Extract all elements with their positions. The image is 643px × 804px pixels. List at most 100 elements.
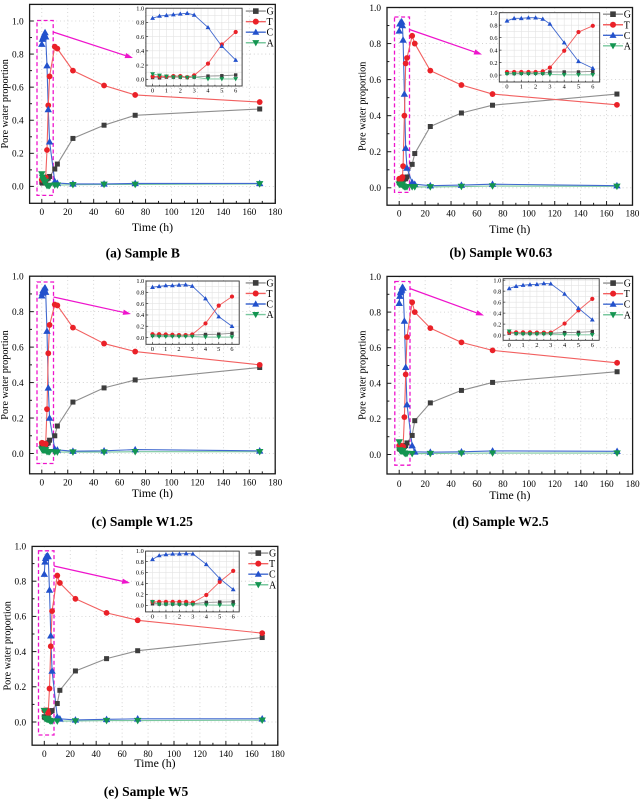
svg-text:G: G	[266, 278, 273, 289]
svg-text:1.0: 1.0	[14, 542, 26, 552]
svg-text:0.8: 0.8	[12, 50, 24, 60]
svg-text:180: 180	[271, 750, 285, 760]
svg-text:60: 60	[117, 750, 127, 760]
svg-text:0.2: 0.2	[14, 683, 26, 693]
svg-text:C: C	[624, 300, 631, 311]
svg-text:1.0: 1.0	[136, 278, 144, 285]
svg-text:80: 80	[141, 208, 151, 218]
svg-text:6: 6	[591, 342, 594, 349]
svg-text:140: 140	[216, 478, 230, 488]
svg-text:0.4: 0.4	[136, 312, 145, 319]
svg-text:1: 1	[521, 342, 524, 349]
svg-text:120: 120	[193, 750, 207, 760]
svg-text:0.0: 0.0	[12, 450, 24, 460]
svg-text:80: 80	[141, 478, 151, 488]
svg-text:A: A	[266, 310, 274, 321]
svg-text:0.2: 0.2	[136, 323, 144, 330]
svg-text:0.4: 0.4	[490, 47, 499, 54]
svg-text:160: 160	[600, 210, 614, 220]
svg-text:4: 4	[204, 346, 208, 353]
svg-text:140: 140	[219, 750, 233, 760]
svg-text:T: T	[267, 17, 273, 28]
svg-text:60: 60	[115, 208, 125, 218]
svg-text:0.4: 0.4	[369, 112, 381, 122]
svg-text:1.0: 1.0	[136, 5, 144, 12]
svg-text:0.2: 0.2	[12, 414, 24, 424]
svg-text:1: 1	[165, 88, 168, 95]
svg-text:80: 80	[143, 750, 153, 760]
svg-text:Time (h): Time (h)	[489, 222, 530, 236]
svg-text:180: 180	[626, 210, 640, 220]
svg-text:0.8: 0.8	[369, 308, 381, 318]
svg-text:Pore water proportion: Pore water proportion	[3, 601, 14, 690]
svg-text:140: 140	[574, 210, 588, 220]
svg-text:60: 60	[472, 480, 482, 490]
svg-text:0.2: 0.2	[369, 415, 381, 425]
svg-text:0.0: 0.0	[369, 451, 381, 461]
svg-text:0.2: 0.2	[493, 321, 501, 328]
svg-text:G: G	[267, 7, 274, 18]
svg-text:0: 0	[39, 208, 44, 218]
svg-text:4: 4	[563, 342, 567, 349]
svg-text:Time (h): Time (h)	[134, 756, 175, 770]
svg-text:0.0: 0.0	[12, 183, 24, 193]
svg-text:5: 5	[217, 346, 220, 353]
svg-text:160: 160	[242, 208, 256, 218]
svg-text:1.0: 1.0	[369, 4, 381, 14]
svg-text:(b) Sample W0.63: (b) Sample W0.63	[449, 245, 552, 260]
svg-text:3: 3	[191, 613, 194, 620]
svg-text:(e) Sample W5: (e) Sample W5	[104, 784, 189, 799]
svg-text:A: A	[267, 38, 275, 49]
svg-text:5: 5	[577, 84, 580, 91]
svg-text:C: C	[624, 31, 631, 42]
svg-text:140: 140	[216, 208, 230, 218]
svg-text:2: 2	[534, 84, 537, 91]
svg-text:100: 100	[522, 480, 536, 490]
svg-text:T: T	[624, 289, 630, 300]
svg-text:Pore water proportion: Pore water proportion	[0, 59, 11, 148]
svg-text:120: 120	[548, 210, 562, 220]
svg-text:0: 0	[397, 210, 402, 220]
svg-text:0: 0	[39, 478, 44, 488]
svg-text:0.6: 0.6	[12, 83, 24, 93]
svg-text:20: 20	[420, 480, 430, 490]
svg-text:(a) Sample B: (a) Sample B	[106, 245, 180, 260]
svg-text:2: 2	[535, 342, 538, 349]
svg-text:(d) Sample W2.5: (d) Sample W2.5	[453, 514, 549, 529]
svg-text:0.2: 0.2	[369, 148, 381, 158]
svg-text:1.0: 1.0	[490, 10, 498, 17]
svg-text:Pore water proportion: Pore water proportion	[0, 330, 11, 419]
svg-text:6: 6	[232, 613, 235, 620]
svg-text:4: 4	[206, 88, 210, 95]
svg-text:Time (h): Time (h)	[489, 488, 530, 502]
svg-text:0.2: 0.2	[12, 150, 24, 160]
svg-text:A: A	[269, 580, 277, 591]
svg-text:20: 20	[66, 750, 76, 760]
svg-text:1: 1	[164, 346, 167, 353]
svg-text:120: 120	[190, 208, 204, 218]
svg-text:0.8: 0.8	[493, 288, 501, 295]
svg-text:140: 140	[574, 480, 588, 490]
svg-text:6: 6	[230, 346, 233, 353]
svg-text:0.4: 0.4	[136, 581, 145, 588]
svg-text:A: A	[624, 310, 632, 321]
svg-text:0.8: 0.8	[136, 559, 144, 566]
svg-text:0.4: 0.4	[369, 380, 381, 390]
svg-text:0.6: 0.6	[14, 613, 26, 623]
svg-text:80: 80	[498, 210, 508, 220]
svg-text:Time (h): Time (h)	[132, 486, 173, 500]
svg-text:160: 160	[245, 750, 259, 760]
svg-text:0.6: 0.6	[369, 76, 381, 86]
svg-text:0.4: 0.4	[136, 48, 145, 55]
svg-text:6: 6	[591, 84, 594, 91]
svg-text:0.8: 0.8	[136, 20, 144, 27]
svg-text:0.0: 0.0	[490, 72, 498, 79]
svg-text:4: 4	[563, 84, 567, 91]
svg-text:0.6: 0.6	[493, 299, 501, 306]
svg-text:G: G	[624, 10, 631, 21]
svg-text:0.8: 0.8	[136, 290, 144, 297]
svg-text:0.6: 0.6	[136, 301, 144, 308]
svg-text:T: T	[266, 289, 272, 300]
svg-text:1: 1	[520, 84, 523, 91]
svg-text:0.8: 0.8	[12, 308, 24, 318]
